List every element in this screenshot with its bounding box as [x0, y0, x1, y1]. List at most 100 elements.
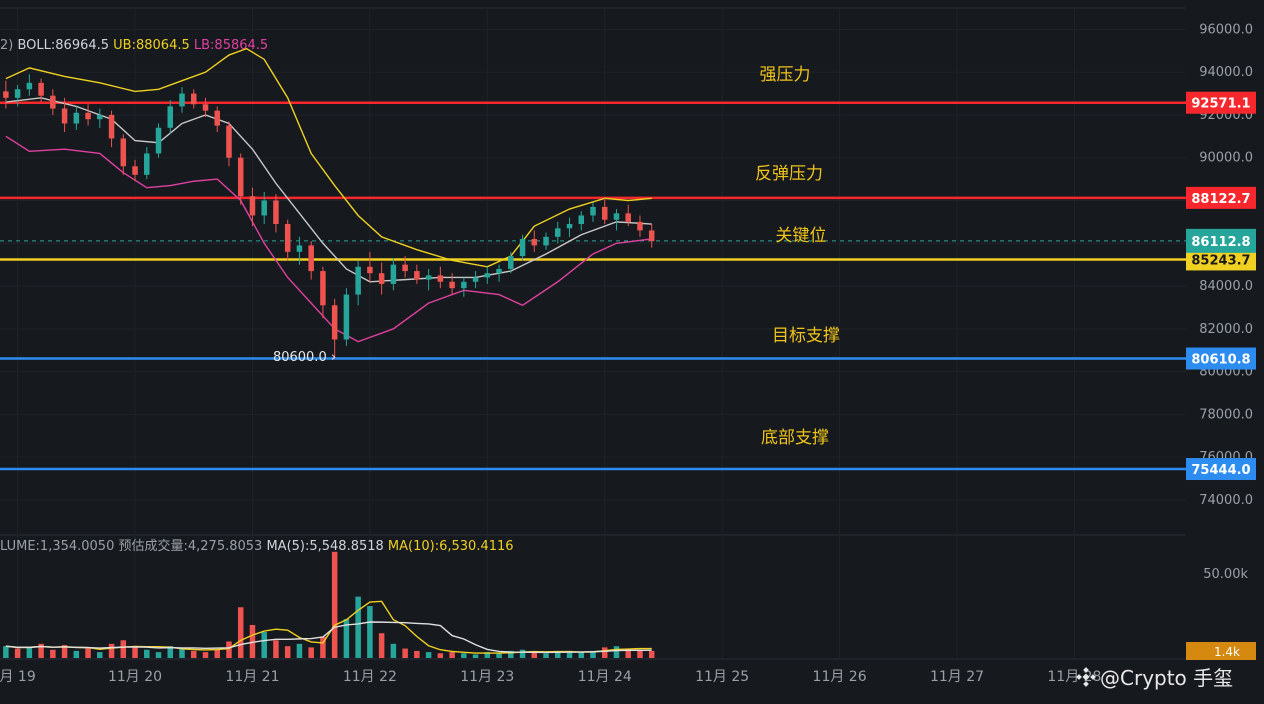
volume-bar [437, 653, 444, 658]
candle-body [461, 281, 467, 289]
candle-body [331, 305, 338, 340]
y-tick-label: 84000.0 [1199, 279, 1253, 294]
level-price-tag [1186, 347, 1256, 370]
watermark: @Crypto 手玺 [1076, 662, 1233, 691]
volume-bar [320, 636, 326, 658]
candle-body [50, 95, 56, 109]
y-tick-label: 82000.0 [1199, 322, 1253, 337]
candle-body [26, 82, 33, 90]
volume-bar [390, 643, 397, 658]
volume-bar [85, 648, 91, 658]
y-tick-label: 90000.0 [1199, 151, 1253, 166]
candle-body [296, 245, 303, 252]
x-tick-label: 11月 27 [930, 669, 984, 685]
boll-mid-line [5, 97, 652, 283]
candle-body [484, 273, 491, 278]
volume-bar [120, 640, 127, 658]
level-annotation: 反弹压力 [755, 164, 823, 184]
current-price-label: 86112.8 [1191, 235, 1250, 250]
volume-bar [132, 647, 138, 658]
volume-bar [414, 650, 420, 658]
candle-body [590, 206, 596, 216]
candle-body [613, 213, 620, 220]
candle-body [14, 89, 21, 98]
volume-bar [555, 652, 561, 658]
candle-body [519, 238, 526, 257]
volume-bar [484, 652, 491, 658]
candle-body [214, 110, 220, 126]
volume-bar [367, 606, 373, 658]
volume-bar [191, 650, 197, 658]
volume-bar [355, 596, 361, 658]
volume-bar [590, 650, 596, 658]
volume-bar [508, 650, 514, 658]
candle-body [132, 166, 138, 175]
candle-body [97, 114, 103, 120]
level-price-label: 80610.8 [1191, 353, 1250, 368]
volume-bar [261, 632, 267, 658]
candle-body [425, 275, 432, 280]
volume-current-label: 1.4k [1214, 645, 1240, 659]
volume-bar [449, 652, 455, 658]
candle-body [496, 268, 502, 274]
boll-upper-line [5, 47, 652, 268]
volume-bar [343, 619, 350, 658]
level-price-label: 88122.7 [1191, 192, 1250, 207]
candle-body [378, 273, 385, 284]
candle-body [390, 264, 397, 284]
candle-body [167, 106, 174, 128]
candle-body [472, 277, 479, 282]
level-price-tag [1186, 186, 1256, 209]
candle-body [566, 224, 573, 229]
candle-body [226, 125, 232, 158]
volume-bar [144, 649, 150, 658]
candle-body [108, 114, 115, 139]
candle-body [61, 108, 68, 124]
candle-body [648, 230, 655, 242]
volume-bar [97, 652, 103, 658]
volume-bar [202, 652, 209, 658]
level-price-label: 75444.0 [1191, 463, 1250, 478]
volume-bar [237, 607, 244, 658]
key-level-annotation: 关键位 [776, 226, 827, 246]
volume-bar [637, 649, 643, 658]
binance-logo-icon [1076, 666, 1096, 687]
y-tick-label: 96000.0 [1199, 22, 1253, 37]
candle-body [437, 275, 444, 282]
candle-body [601, 206, 608, 220]
volume-ma10-line [5, 621, 652, 654]
level-price-label: 92571.1 [1191, 97, 1250, 112]
volume-bar [61, 645, 68, 658]
candle-body [449, 281, 455, 289]
candle-body [249, 196, 256, 216]
volume-bar [461, 653, 467, 658]
volume-bar [402, 648, 408, 658]
candle-body [38, 82, 44, 96]
level-price-tag [1186, 91, 1256, 114]
y-tick-label: 74000.0 [1199, 493, 1253, 508]
candle-body [320, 271, 326, 306]
candle-body [3, 91, 9, 98]
level-price-tag [1186, 248, 1256, 271]
volume-bar [543, 653, 549, 658]
volume-bar [472, 654, 479, 658]
volume-bar [179, 648, 185, 658]
current-price-tag [1186, 228, 1256, 253]
volume-bar [308, 647, 314, 658]
volume-current-tag [1186, 642, 1256, 660]
candle-body [625, 213, 631, 222]
candle-body [237, 157, 244, 197]
candle-body [144, 153, 150, 175]
level-annotation: 底部支撑 [761, 428, 829, 448]
candle-body [191, 93, 197, 105]
volume-bar [425, 652, 432, 658]
level-annotation: 目标支撑 [772, 326, 840, 346]
candle-body [555, 228, 561, 237]
volume-bar [26, 647, 33, 658]
volume-bar [648, 650, 655, 658]
candle-body [284, 224, 291, 252]
volume-bar [226, 641, 232, 658]
x-tick-label: 11月 20 [108, 669, 162, 685]
